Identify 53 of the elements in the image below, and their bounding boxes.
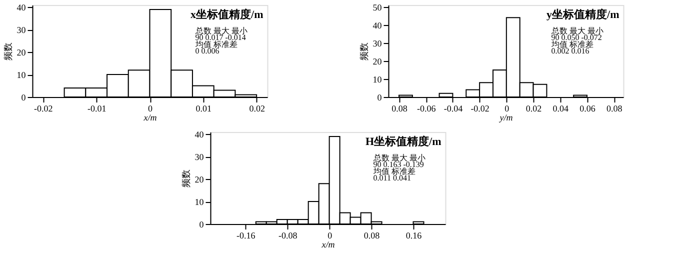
- chart-title: x坐标值精度/m: [190, 8, 264, 21]
- annotation: 0.011 0.041: [373, 174, 411, 183]
- y-tick-label: 10: [372, 74, 382, 84]
- y-tick-label: 40: [16, 2, 26, 13]
- x-tick-label: 0.16: [406, 230, 422, 240]
- x-tick-label: 0: [328, 230, 333, 240]
- y-tick-label: 0: [199, 220, 204, 230]
- x-tick-label: -0.04: [444, 104, 464, 114]
- x-tick-label: -0.02: [470, 104, 490, 114]
- x-tick-label: 0: [148, 104, 153, 114]
- y-tick-label: 10: [194, 197, 204, 208]
- y-tick-label: 0: [21, 92, 26, 102]
- y-tick-label: 10: [16, 70, 26, 80]
- chart-title: H坐标值精度/m: [365, 135, 442, 148]
- x-tick-label: 0.08: [364, 230, 380, 240]
- annotation: 均值 标准差: [550, 40, 594, 49]
- annotation: 总数 最大 最小: [372, 153, 426, 162]
- y-axis-title: 频数: [180, 170, 191, 188]
- y-tick-label: 20: [16, 48, 26, 58]
- y-tick-label: 40: [194, 130, 204, 140]
- y-tick-label: 50: [372, 2, 382, 12]
- chart-title: y坐标值精度/m: [546, 8, 620, 21]
- x-tick-label: 0.02: [526, 104, 542, 114]
- x-tick-label: -0.02: [34, 104, 53, 114]
- y-tick-label: 20: [372, 56, 382, 66]
- y-tick-label: 20: [194, 174, 204, 185]
- annotation: 0 0.006: [195, 46, 220, 56]
- x-tick-label: 0.08: [606, 104, 623, 114]
- x-tick-label: 0.08: [392, 104, 408, 114]
- x-axis-title: x/m: [142, 112, 158, 122]
- y-tick-label: 30: [372, 38, 382, 48]
- annotation: 总数 最大 最小: [550, 26, 604, 36]
- annotation: 均值 标准差: [194, 40, 238, 49]
- y-tick-label: 30: [194, 152, 204, 162]
- x-tick-label: -0.01: [87, 104, 106, 114]
- y-tick-label: 0: [377, 92, 382, 102]
- y-tick-label: 30: [16, 25, 26, 36]
- annotation: 均值 标准差: [372, 166, 416, 176]
- x-tick-label: 0.01: [196, 104, 212, 114]
- x-tick-label: 0.06: [580, 104, 596, 114]
- x-tick-label: -0.08: [278, 230, 298, 240]
- y-axis-title: 频数: [2, 42, 13, 60]
- x-axis-title: y/m: [498, 112, 514, 122]
- x-axis-title: x/m: [320, 240, 336, 250]
- x-tick-label: 0.04: [552, 104, 570, 114]
- x-tick-label: 0: [504, 104, 510, 114]
- annotation: 0.002 0.016: [551, 46, 590, 56]
- y-tick-label: 40: [372, 20, 382, 30]
- x-tick-label: -0.06: [416, 104, 436, 114]
- x-tick-label: -0.16: [236, 230, 256, 240]
- y-axis-title: 频数: [358, 42, 369, 60]
- x-tick-label: 0.02: [249, 104, 265, 114]
- annotation: 总数 最大 最小: [194, 26, 248, 36]
